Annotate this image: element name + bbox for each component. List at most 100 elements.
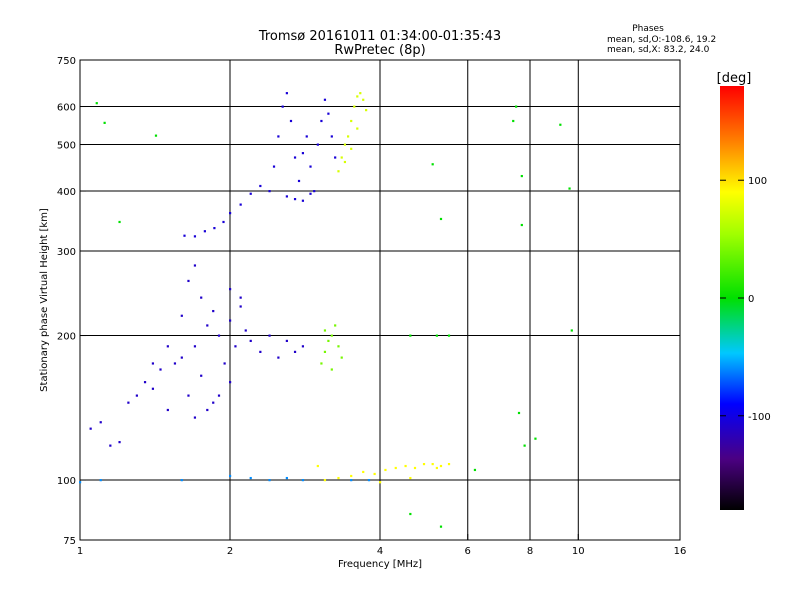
echo-point	[173, 362, 177, 365]
echo-point	[229, 319, 232, 322]
echo-point	[293, 350, 297, 353]
echo-point	[356, 127, 359, 130]
echo-point	[301, 152, 305, 155]
echo-point	[534, 437, 537, 440]
y-tick-label: 400	[57, 187, 76, 198]
echo-point	[327, 339, 330, 343]
echo-point	[223, 362, 226, 365]
x-tick-label: 6	[465, 546, 471, 557]
echo-point	[431, 163, 434, 166]
echo-point	[222, 220, 225, 224]
x-tick-label: 1	[77, 546, 83, 557]
echo-point	[187, 279, 190, 283]
echo-point	[439, 464, 443, 468]
echo-point	[435, 466, 438, 470]
echo-point	[239, 296, 242, 299]
x-tick-label: 4	[377, 546, 383, 557]
echo-point	[277, 135, 280, 138]
echo-point	[166, 408, 169, 412]
echo-point	[316, 464, 319, 468]
echo-point	[350, 479, 353, 482]
y-tick-label: 300	[57, 247, 76, 258]
echo-point	[193, 235, 197, 238]
echo-point	[353, 105, 356, 108]
echo-point	[154, 134, 158, 137]
echo-point	[520, 223, 523, 227]
x-tick-label: 8	[527, 546, 533, 557]
echo-point	[151, 362, 155, 365]
echo-point	[212, 401, 215, 404]
echo-point	[439, 525, 443, 528]
y-tick-label: 600	[57, 103, 76, 114]
echo-point	[568, 187, 571, 190]
echo-point	[305, 135, 308, 138]
echo-point	[259, 184, 262, 188]
echo-point	[206, 324, 209, 327]
echo-point	[229, 381, 232, 384]
echo-point	[229, 474, 232, 478]
echo-point	[346, 135, 350, 138]
echo-point	[249, 192, 252, 195]
echo-point	[89, 427, 92, 430]
echo-point	[367, 479, 371, 482]
echo-point	[343, 143, 347, 146]
echo-point	[268, 190, 271, 193]
echo-point	[365, 109, 368, 112]
x-tick-label: 10	[572, 546, 585, 557]
echo-point	[350, 119, 353, 123]
echo-point	[135, 394, 138, 397]
echo-point	[409, 476, 412, 480]
echo-point	[340, 356, 343, 359]
echo-point	[337, 476, 340, 480]
chart-subtitle: RwPretec (8p)	[334, 43, 425, 58]
echo-point	[293, 198, 297, 201]
echo-point	[193, 264, 197, 267]
echo-point	[217, 334, 221, 337]
echo-point	[337, 170, 340, 173]
echo-point	[301, 479, 305, 482]
echo-point	[249, 339, 252, 343]
echo-point	[323, 479, 327, 482]
echo-point	[118, 441, 121, 444]
stats-o-mode: mean, sd,O:-108.6, 19.2	[607, 35, 716, 45]
echo-point	[239, 203, 242, 206]
echo-point	[373, 472, 376, 476]
echo-point	[118, 220, 121, 224]
echo-point	[447, 462, 451, 466]
echo-point	[523, 444, 526, 447]
echo-point	[200, 296, 203, 299]
echo-point	[297, 179, 301, 183]
echo-point	[473, 468, 477, 472]
echo-point	[323, 329, 327, 332]
echo-point	[517, 411, 521, 415]
echo-point	[334, 156, 337, 159]
echo-point	[99, 421, 102, 424]
echo-point	[99, 479, 102, 482]
grid-lines	[80, 60, 680, 540]
echo-point	[229, 288, 232, 291]
echo-point	[203, 230, 206, 233]
echo-point	[570, 329, 573, 332]
echo-point	[217, 394, 221, 397]
echo-point	[404, 464, 407, 468]
echo-point	[289, 119, 293, 123]
echo-point	[151, 387, 155, 390]
echo-point	[143, 381, 147, 384]
colorbar-tick-label: 0	[748, 294, 754, 305]
echo-point	[109, 444, 112, 447]
echo-point	[343, 160, 347, 164]
echo-point	[313, 190, 316, 193]
echo-point	[413, 466, 417, 470]
echo-point	[229, 212, 232, 215]
y-tick-label: 100	[57, 476, 76, 487]
axis-ticks: 1 2 4 6 8 10 16 75 100 200 300 400 500 600 750	[57, 56, 686, 557]
echo-point	[520, 174, 523, 178]
echo-point	[180, 356, 183, 359]
echo-point	[447, 334, 451, 337]
echo-point	[166, 345, 169, 348]
echo-point	[559, 123, 562, 126]
colorbar-ticks: 100 0 -100	[720, 176, 771, 423]
echo-point	[409, 512, 412, 516]
echo-point	[200, 374, 203, 377]
echo-point	[301, 199, 305, 202]
